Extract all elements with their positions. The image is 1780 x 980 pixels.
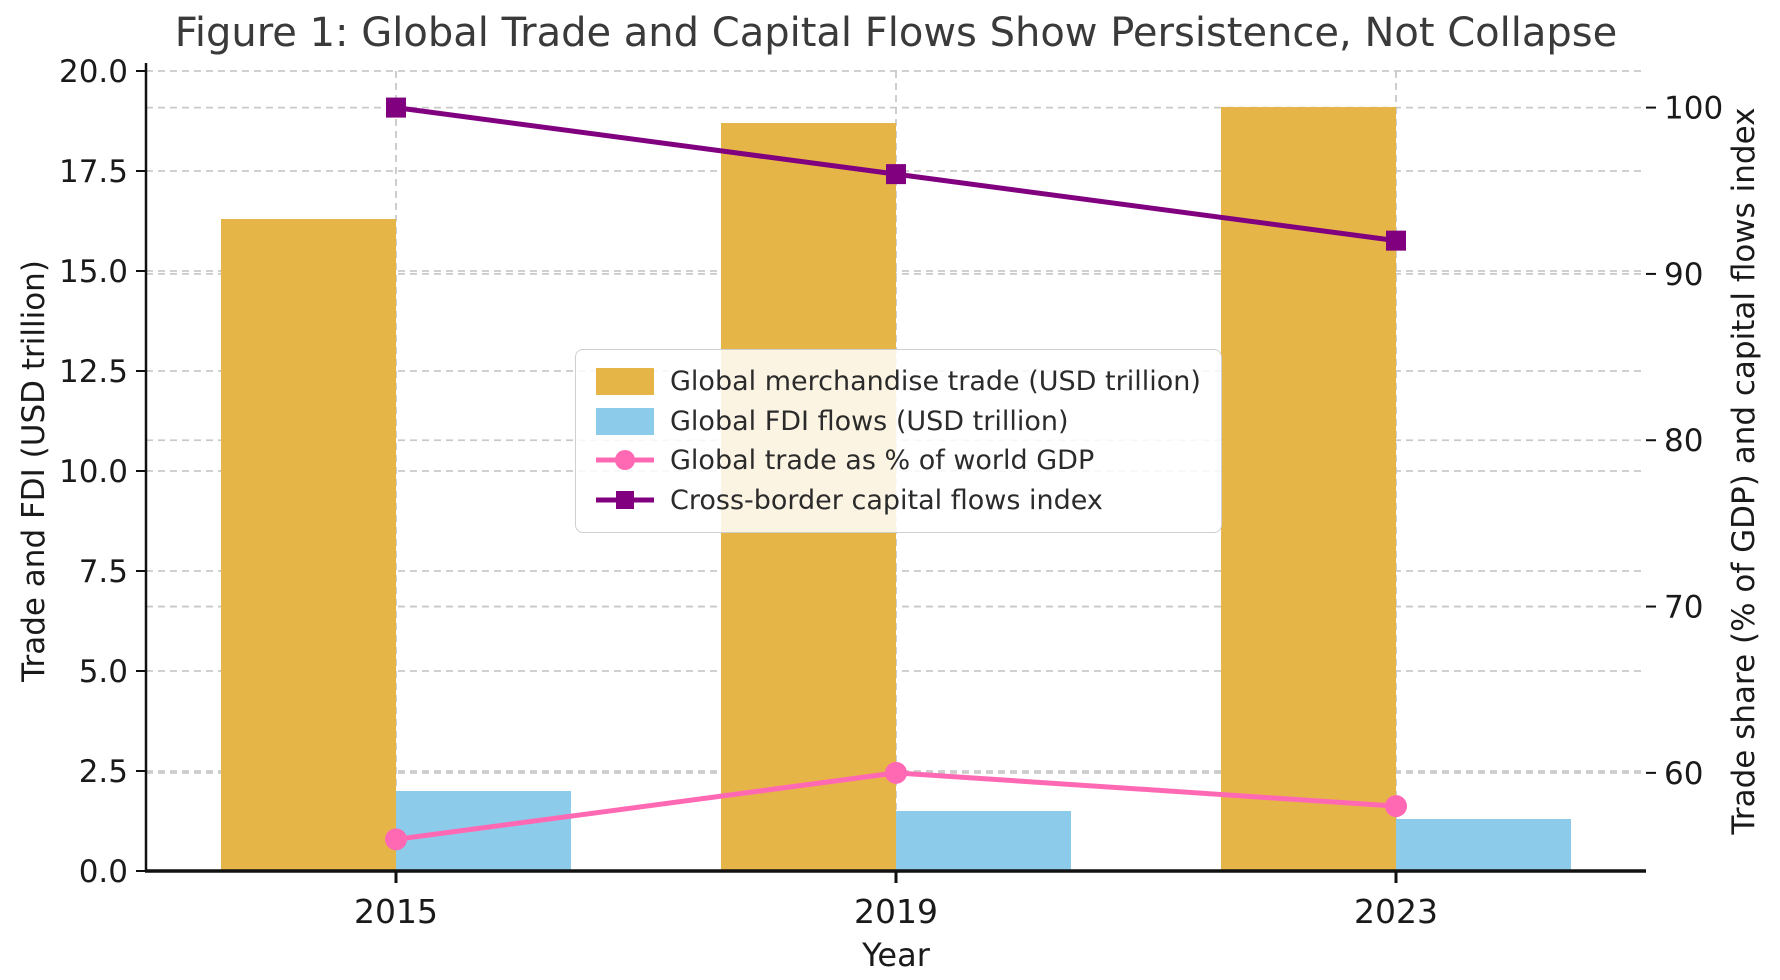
x-tick-label: 2015 [354,892,438,931]
bar-fdi-flows-2019 [896,811,1071,871]
legend-item-fdi-flows: Global FDI flows (USD trillion) [596,402,1201,442]
y-tick-label-left: 2.5 [79,754,128,790]
marker-circle-2015 [385,828,407,851]
legend-swatch-fdi-flows-icon [596,407,654,435]
marker-square-2019 [886,164,906,185]
marker-circle-2023 [1385,795,1407,818]
legend-item-trade-share: Global trade as % of world GDP [596,441,1201,481]
x-tick-label: 2019 [854,892,938,931]
x-tick-label: 2023 [1354,892,1438,931]
bar-merchandise-trade-2015 [221,219,396,871]
legend-label: Global trade as % of world GDP [670,445,1095,477]
y-tick-label-right: 70 [1664,590,1703,626]
x-axis-label: Year [862,936,930,974]
bar-fdi-flows-2015 [396,791,571,871]
y-tick-label-left: 12.5 [59,354,128,390]
y-tick-label-right: 100 [1664,91,1723,127]
legend-label: Cross-border capital flows index [670,484,1103,516]
legend-swatch-capital-flows-index-icon [596,487,654,514]
y-tick-label-left: 5.0 [79,654,128,690]
y-tick-label-right: 90 [1664,257,1703,293]
legend-label: Global FDI flows (USD trillion) [670,405,1069,437]
y-tick-label-right: 80 [1664,423,1703,459]
legend-item-merchandise-trade: Global merchandise trade (USD trillion) [596,362,1201,402]
y-tick-label-left: 20.0 [59,54,128,90]
y-tick-label-right: 60 [1664,756,1703,792]
legend-label: Global merchandise trade (USD trillion) [670,366,1201,398]
legend: Global merchandise trade (USD trillion) … [575,349,1222,533]
legend-item-capital-flows-index: Cross-border capital flows index [596,481,1201,521]
marker-square-2015 [386,97,406,118]
y-tick-label-left: 10.0 [59,454,128,490]
y-tick-label-left: 15.0 [59,254,128,290]
y-tick-label-left: 7.5 [79,554,128,590]
marker-circle-2019 [885,761,907,784]
bar-fdi-flows-2023 [1396,819,1571,871]
legend-swatch-merchandise-trade-icon [596,368,654,396]
marker-square-2023 [1386,230,1406,251]
y-tick-label-left: 17.5 [59,154,128,190]
y-tick-label-left: 0.0 [79,854,128,890]
legend-swatch-trade-share-icon [596,447,654,474]
chart-title: Figure 1: Global Trade and Capital Flows… [174,10,1618,56]
